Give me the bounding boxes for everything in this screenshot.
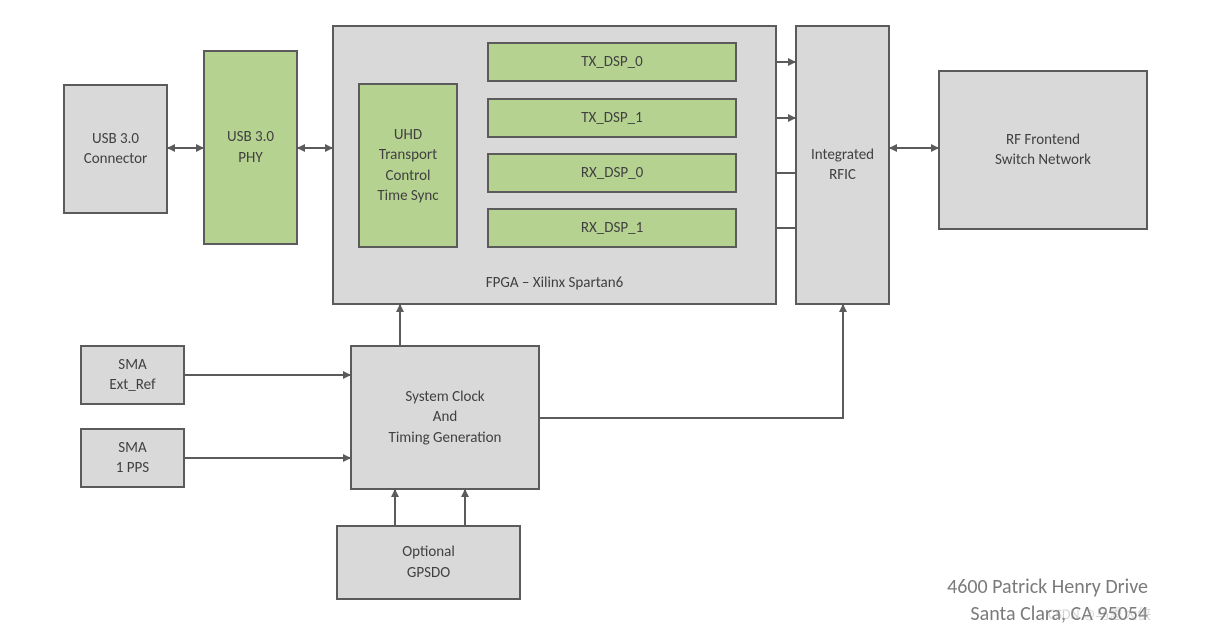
node-rx1: RX_DSP_1 (487, 208, 737, 248)
node-rfic: IntegratedRFIC (795, 25, 890, 305)
node-label-sma_pps: SMA1 PPS (116, 438, 149, 479)
node-label-tx1: TX_DSP_1 (581, 108, 643, 128)
node-label-fpga: FPGA – Xilinx Spartan6 (486, 273, 623, 293)
node-rx0: RX_DSP_0 (487, 153, 737, 193)
node-label-tx0: TX_DSP_0 (581, 52, 643, 72)
node-gpsdo: OptionalGPSDO (336, 525, 521, 600)
node-label-uhd: UHDTransportControlTime Sync (377, 125, 438, 206)
node-sma_ext: SMAExt_Ref (80, 345, 185, 405)
footer-line1: 4600 Patrick Henry Drive (947, 574, 1148, 601)
node-label-rfic: IntegratedRFIC (811, 145, 874, 186)
node-sma_pps: SMA1 PPS (80, 428, 185, 488)
node-sysclk: System ClockAndTiming Generation (350, 345, 540, 490)
node-label-rx0: RX_DSP_0 (581, 163, 643, 183)
node-label-usb_phy: USB 3.0PHY (227, 127, 274, 168)
node-usb_phy: USB 3.0PHY (203, 50, 298, 245)
edge-sysclk-rfic-14 (540, 305, 843, 418)
node-label-sma_ext: SMAExt_Ref (109, 355, 155, 396)
node-rf_fe: RF FrontendSwitch Network (938, 70, 1148, 230)
node-uhd: UHDTransportControlTime Sync (358, 83, 458, 248)
node-label-sysclk: System ClockAndTiming Generation (389, 387, 502, 448)
node-label-usb_conn: USB 3.0Connector (84, 129, 148, 170)
node-label-rx1: RX_DSP_1 (581, 218, 643, 238)
watermark-text: CSDN @乌恩大侠 (1048, 604, 1151, 624)
node-tx0: TX_DSP_0 (487, 42, 737, 82)
node-label-rf_fe: RF FrontendSwitch Network (995, 130, 1091, 171)
node-usb_conn: USB 3.0Connector (63, 84, 168, 214)
node-label-gpsdo: OptionalGPSDO (402, 542, 455, 583)
node-tx1: TX_DSP_1 (487, 98, 737, 138)
